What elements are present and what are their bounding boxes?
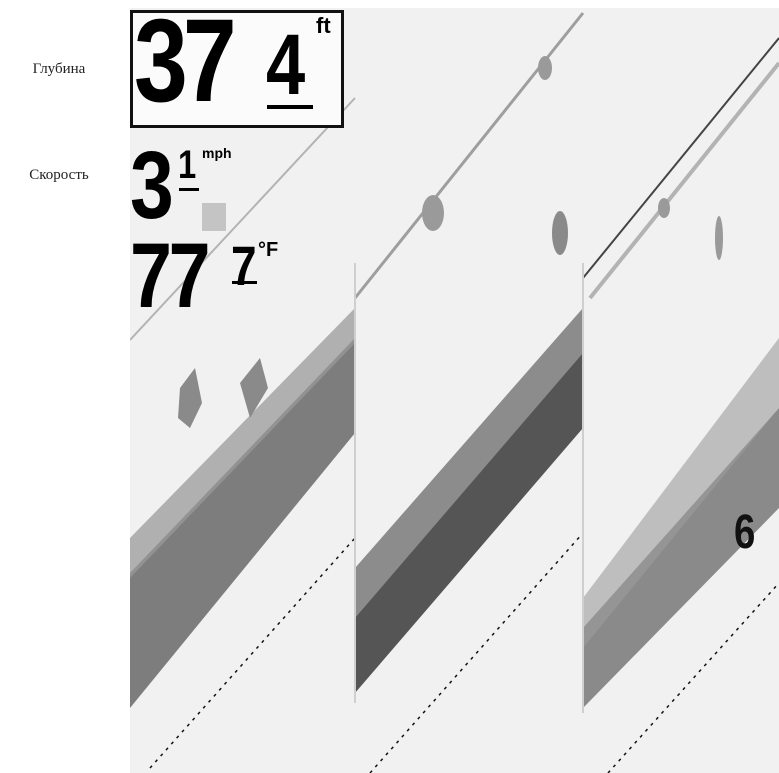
depth-scale-label: 6 (734, 506, 756, 559)
sonar-blob (658, 198, 670, 218)
temperature-decimal-underline (232, 281, 257, 284)
sonar-blob (202, 203, 226, 231)
depth-unit: ft (316, 13, 331, 38)
sonar-blob (715, 216, 723, 260)
speed-value: 3 (130, 132, 174, 239)
panel-divider (354, 263, 356, 703)
speed-decimal: 1 (178, 143, 197, 187)
sonar-history-graphic (130, 12, 779, 773)
temperature-unit: °F (258, 239, 279, 261)
sonar-blob (538, 56, 552, 80)
temperature-value: 77 (130, 225, 211, 327)
speed-decimal-underline (179, 188, 199, 191)
sonar-panel-3 (582, 37, 779, 773)
fish-arch (240, 358, 268, 418)
speed-unit: mph (202, 145, 232, 161)
bottom-return-band (355, 308, 583, 618)
surface-clutter-line (130, 97, 356, 341)
sonar-blob (552, 211, 568, 255)
surface-clutter-line (353, 12, 585, 299)
speed-label: Скорость (29, 167, 89, 183)
depth-value: 37 (134, 8, 237, 127)
sonar-panel-2 (353, 12, 585, 773)
sonar-panel-1 (130, 97, 356, 769)
panel-divider (582, 263, 584, 713)
surface-clutter-line (588, 61, 779, 300)
surface-line (582, 37, 779, 279)
second-echo-line (149, 537, 356, 769)
sonar-blob (422, 195, 444, 231)
depth-label: Глубина (32, 61, 86, 77)
second-echo-line (607, 582, 779, 773)
bottom-return-band (583, 408, 779, 708)
fish-arch (178, 368, 202, 428)
bottom-return-fringe (130, 308, 355, 578)
depth-decimal: 4 (266, 17, 306, 113)
second-echo-line (369, 532, 584, 773)
bottom-return-band (130, 338, 355, 708)
temperature-decimal: 7 (231, 234, 257, 297)
sonar-display: 37 4 ft 3 1 mph 77 7 °F 6 (130, 8, 779, 773)
depth-decimal-underline (267, 105, 313, 109)
bottom-return-fringe (583, 338, 779, 648)
